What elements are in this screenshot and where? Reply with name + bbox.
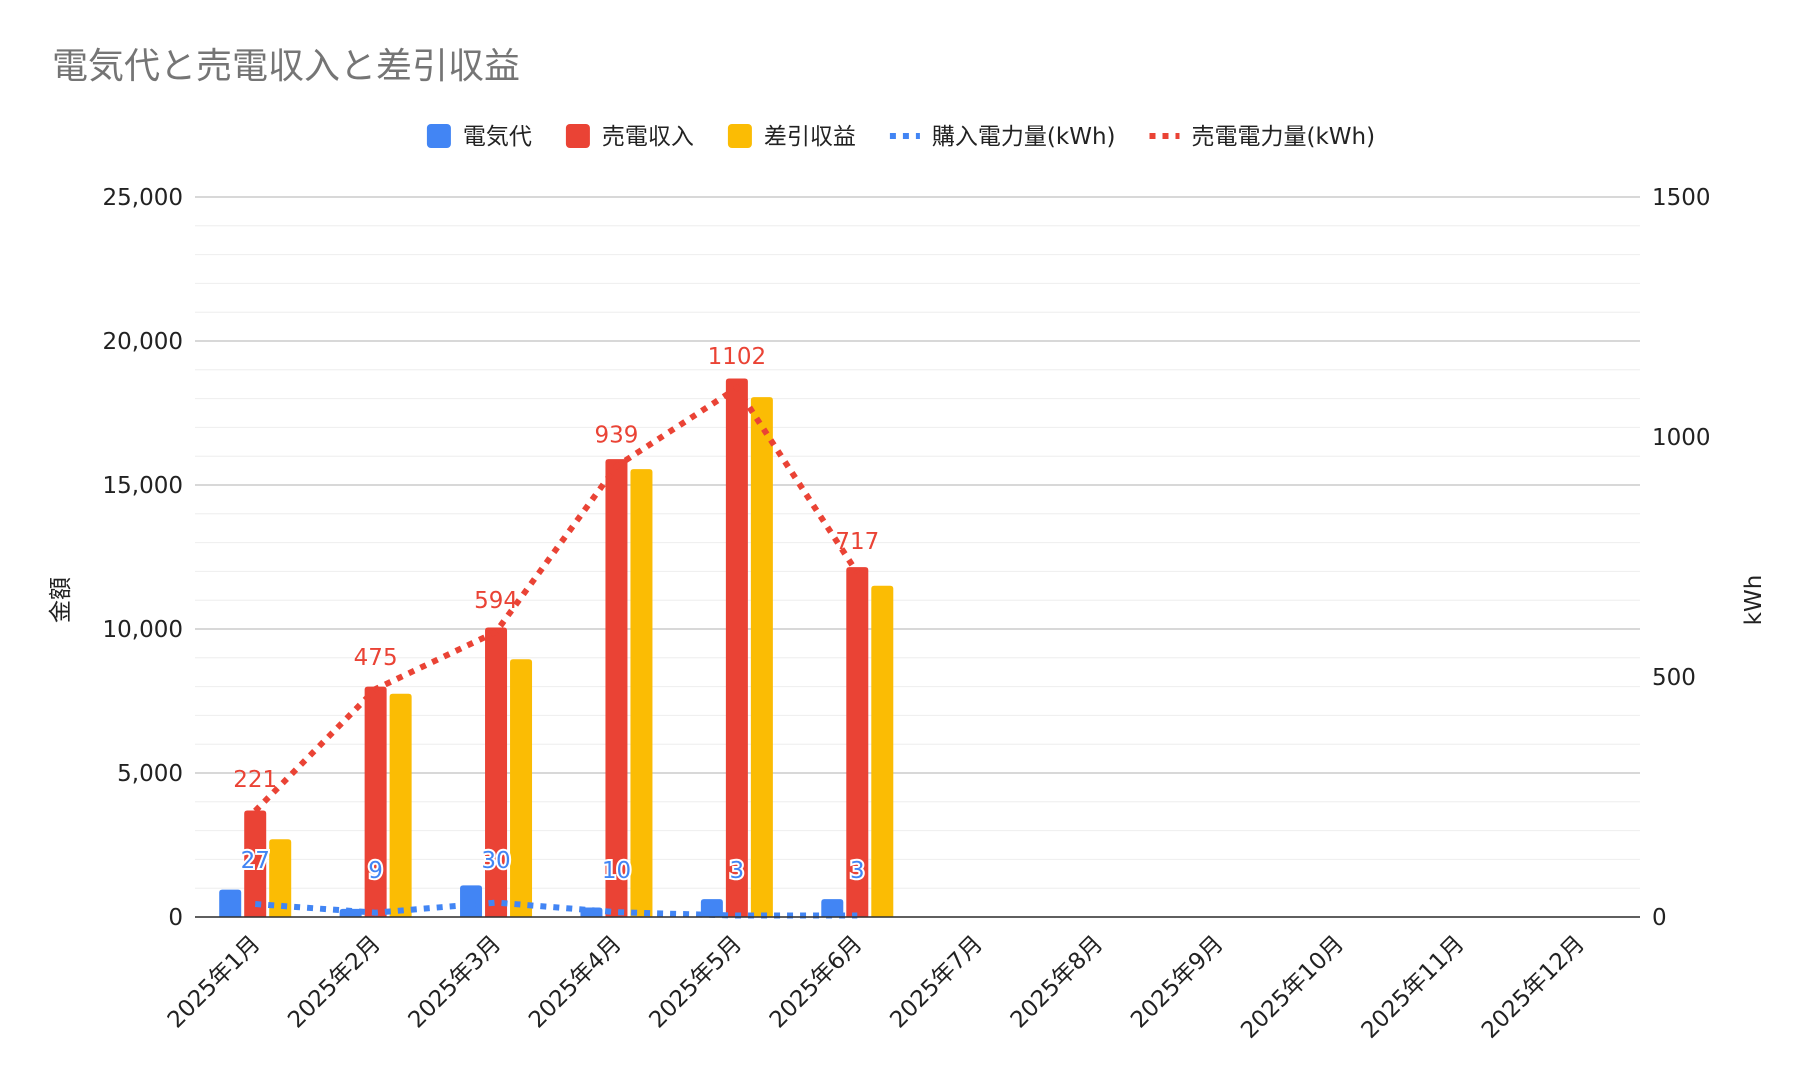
lines xyxy=(253,383,860,919)
bar xyxy=(605,459,628,917)
legend: 電気代 売電収入 差引収益 購入電力量(kWh) 売電電力量(kWh) xyxy=(426,124,1376,150)
x-tick-label: 2025年9月 xyxy=(1126,931,1229,1034)
bar xyxy=(700,899,723,917)
bar xyxy=(750,397,773,917)
y2-tick-label: 500 xyxy=(1652,665,1696,691)
data-label: 717 xyxy=(835,529,879,555)
bar xyxy=(244,810,267,917)
data-label: 939 xyxy=(595,422,639,448)
x-tick-label: 2025年3月 xyxy=(404,931,507,1034)
data-label: 10 xyxy=(602,858,631,884)
series-line xyxy=(254,899,858,919)
data-label: 594 xyxy=(474,588,518,614)
x-tick-label: 2025年2月 xyxy=(283,931,386,1034)
y-tick-label: 20,000 xyxy=(103,329,183,355)
legend-swatch xyxy=(426,124,451,148)
legend-item: 売電電力量(kWh) xyxy=(1149,124,1376,150)
x-tick-label: 2025年1月 xyxy=(163,931,266,1034)
x-tick-label: 2025年4月 xyxy=(524,931,627,1034)
bar xyxy=(269,839,292,917)
bar xyxy=(485,627,508,917)
chart-title: 電気代と売電収入と差引収益 xyxy=(52,46,520,87)
y2-axis-title: kWh xyxy=(1741,575,1767,626)
y2-tick-label: 0 xyxy=(1652,905,1667,931)
x-tick-label: 2025年12月 xyxy=(1477,931,1590,1044)
legend-item: 売電収入 xyxy=(565,124,694,150)
legend-swatch xyxy=(727,124,752,148)
data-label: 27 xyxy=(241,848,270,874)
y2-tick-label: 1000 xyxy=(1652,425,1711,451)
bar xyxy=(871,585,894,917)
y-tick-label: 5,000 xyxy=(117,761,183,787)
legend-swatch xyxy=(565,124,590,148)
bar xyxy=(725,378,748,917)
x-tick-label: 2025年7月 xyxy=(885,931,988,1034)
data-label: 9 xyxy=(368,858,383,884)
legend-item: 購入電力量(kWh) xyxy=(889,124,1116,150)
y2-tick-label: 1500 xyxy=(1652,185,1711,211)
bar xyxy=(821,899,844,917)
gridlines xyxy=(195,196,1640,918)
legend-item: 電気代 xyxy=(426,124,532,150)
bar xyxy=(460,885,483,917)
y-tick-label: 0 xyxy=(168,905,183,931)
data-label: 3 xyxy=(730,858,745,884)
x-tick-label: 2025年11月 xyxy=(1357,931,1470,1044)
legend-label: 電気代 xyxy=(463,124,532,150)
y-tick-label: 15,000 xyxy=(103,473,183,499)
legend-label: 売電電力量(kWh) xyxy=(1192,124,1376,150)
data-label: 221 xyxy=(233,767,277,793)
data-label: 3 xyxy=(850,858,865,884)
data-label: 1102 xyxy=(708,344,767,370)
y-tick-label: 25,000 xyxy=(103,185,183,211)
bar xyxy=(364,686,387,917)
x-tick-label: 2025年10月 xyxy=(1236,931,1349,1044)
data-labels: 221 475 594 939 1102 717 27 9 30 10 3 3 xyxy=(233,344,879,886)
y-axis-title: 金額 xyxy=(48,577,74,623)
bar xyxy=(510,659,533,917)
bar xyxy=(630,469,653,917)
data-label: 475 xyxy=(354,645,398,671)
data-label: 30 xyxy=(481,848,510,874)
bars xyxy=(219,378,894,917)
legend-item: 差引収益 xyxy=(727,124,856,150)
legend-label: 購入電力量(kWh) xyxy=(932,124,1116,150)
bar xyxy=(389,693,412,917)
legend-label: 売電収入 xyxy=(602,124,694,150)
series-line xyxy=(253,383,860,814)
bar xyxy=(846,567,869,917)
y-tick-label: 10,000 xyxy=(103,617,183,643)
bar xyxy=(219,889,242,917)
x-tick-label: 2025年5月 xyxy=(644,931,747,1034)
x-tick-label: 2025年6月 xyxy=(765,931,868,1034)
x-tick-label: 2025年8月 xyxy=(1006,931,1109,1034)
legend-label: 差引収益 xyxy=(764,124,856,150)
